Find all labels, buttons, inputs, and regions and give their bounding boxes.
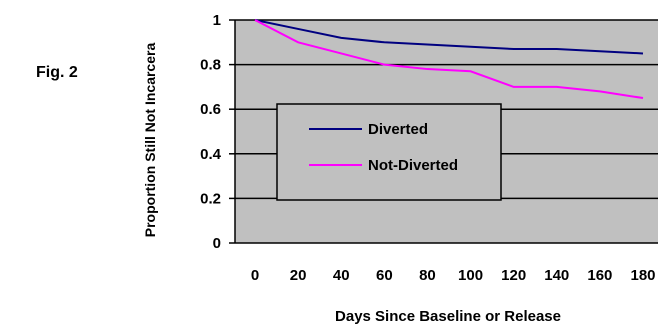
series-lines	[254, 19, 644, 100]
x-tick-label: 40	[333, 267, 350, 284]
x-tick-label: 20	[290, 267, 307, 284]
series-line-diverted	[254, 19, 644, 55]
x-tick-labels: 0 20 40 60 80 100 120 140 160 180	[251, 267, 656, 284]
axes	[229, 19, 658, 244]
x-tick-label: 140	[544, 267, 569, 284]
figure-label: Fig. 2	[36, 64, 78, 81]
y-tick-label: 0.2	[200, 190, 221, 207]
y-tick-label: 0.4	[200, 146, 222, 163]
y-tick-label: 0.8	[200, 57, 221, 74]
x-tick-label: 160	[587, 267, 612, 284]
series-line-not-diverted	[254, 19, 644, 100]
legend-box	[276, 103, 502, 201]
x-tick-label: 120	[501, 267, 526, 284]
legend: Diverted Not-Diverted	[276, 103, 502, 201]
x-tick-label: 80	[419, 267, 436, 284]
x-axis-label: Days Since Baseline or Release	[335, 308, 561, 325]
x-tick-label: 60	[376, 267, 393, 284]
y-tick-label: 0.6	[200, 101, 221, 118]
y-tick-label: 1	[213, 12, 221, 29]
y-tick-labels: 0 0.2 0.4 0.6 0.8 1	[200, 12, 222, 252]
legend-label: Diverted	[368, 121, 428, 138]
y-tick-label: 0	[213, 235, 221, 252]
x-tick-label: 180	[630, 267, 655, 284]
legend-label: Not-Diverted	[368, 157, 458, 174]
x-tick-label: 0	[251, 267, 259, 284]
x-tick-label: 100	[458, 267, 483, 284]
